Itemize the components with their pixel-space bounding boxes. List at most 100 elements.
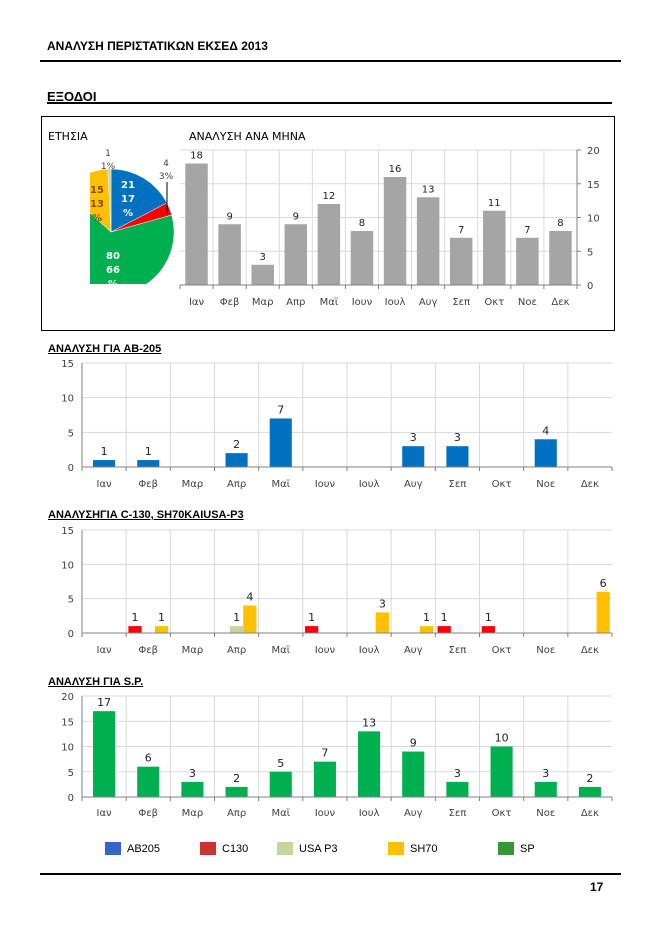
x-tick-label: Φεβ bbox=[138, 808, 158, 819]
monthly-chart-title: ΑΝΑΛΥΣΗ ΑΝΑ ΜΗΝΑ bbox=[189, 130, 306, 143]
x-tick-label: Ιουλ bbox=[359, 479, 380, 490]
bar-total bbox=[251, 264, 274, 285]
pie-slice-sp bbox=[90, 212, 175, 284]
x-tick-label: Ιουλ bbox=[359, 808, 380, 819]
x-tick-label: Οκτ bbox=[492, 808, 512, 819]
x-tick-label: Σεπ bbox=[449, 479, 467, 490]
legend-label: USA P3 bbox=[299, 842, 338, 855]
y-tick-label: 10 bbox=[61, 560, 74, 571]
data-label: 7 bbox=[458, 225, 464, 236]
x-tick-label: Ιουλ bbox=[385, 297, 406, 308]
y-tick-label: 15 bbox=[61, 526, 74, 537]
x-tick-label: Φεβ bbox=[220, 297, 240, 308]
data-label: 4 bbox=[542, 424, 549, 437]
x-tick-label: Μαρ bbox=[182, 808, 204, 819]
bar-total bbox=[93, 711, 116, 797]
data-label: 1 bbox=[101, 445, 108, 458]
data-label: 9 bbox=[293, 211, 299, 222]
x-tick-label: Ιουν bbox=[315, 479, 336, 490]
bar-total bbox=[93, 460, 116, 467]
data-label: 1 bbox=[158, 611, 165, 624]
bar-total bbox=[549, 231, 572, 285]
data-label: 3 bbox=[189, 767, 196, 780]
pie-slices bbox=[90, 168, 175, 284]
data-label: 2 bbox=[233, 438, 240, 451]
y-tick-label: 20 bbox=[587, 146, 600, 157]
document-header-title: ΑΝΑΛΥΣΗ ΠΕΡΙΣΤΑΤΙΚΩΝ ΕΚΣΕΔ 2013 bbox=[47, 39, 268, 53]
pie-label-sp: 66 bbox=[106, 265, 120, 276]
x-tick-label: Μαϊ bbox=[320, 297, 339, 308]
x-tick-label: Ιαν bbox=[97, 645, 113, 656]
pie-label-c130-value: 4 bbox=[163, 159, 169, 169]
x-tick-label: Αυγ bbox=[404, 645, 423, 656]
y-tick-label: 5 bbox=[68, 768, 74, 779]
bar-c130 bbox=[305, 626, 319, 633]
y-tick-label: 10 bbox=[61, 743, 74, 754]
pie-label-sh70: % bbox=[92, 213, 102, 224]
bar-total bbox=[534, 439, 557, 467]
y-tick-label: 15 bbox=[61, 359, 74, 370]
x-tick-label: Νοε bbox=[536, 808, 555, 819]
y-tick-label: 5 bbox=[68, 428, 74, 439]
header-divider bbox=[40, 60, 621, 62]
data-label: 3 bbox=[454, 767, 461, 780]
bar-total bbox=[383, 177, 407, 285]
x-tick-label: Αυγ bbox=[419, 297, 438, 308]
ab205-chart: 0 5 10 15 1 1 2 7 3 3 4 Ιαν Φεβ Μαρ Απρ Μαϊ Ιουν Ιουλ Αυγ Σ… bbox=[61, 359, 613, 490]
footer-divider bbox=[40, 873, 621, 875]
y-tick-label: 5 bbox=[587, 247, 593, 258]
bar-total bbox=[483, 210, 506, 285]
pie-label-ab205: 21 bbox=[121, 180, 135, 191]
y-tick-label: 15 bbox=[61, 717, 74, 728]
x-tick-label: Μαρ bbox=[182, 479, 204, 490]
data-label: 10 bbox=[495, 732, 509, 745]
bar-sh70 bbox=[596, 591, 610, 633]
y-tick-label: 5 bbox=[68, 595, 74, 606]
data-label: 7 bbox=[321, 747, 328, 760]
y-tick-label: 10 bbox=[587, 214, 600, 225]
pie-label-sp: % bbox=[108, 279, 118, 290]
pie-label-usa-p3-percent: 1% bbox=[101, 162, 116, 172]
legend-label: AB205 bbox=[127, 842, 161, 855]
data-label: 9 bbox=[226, 211, 232, 222]
data-label: 11 bbox=[488, 198, 501, 209]
y-tick-label: 10 bbox=[61, 394, 74, 405]
bar-total bbox=[269, 418, 292, 467]
bar-total bbox=[446, 781, 469, 797]
bar-sh70 bbox=[375, 612, 389, 633]
x-tick-label: Φεβ bbox=[138, 479, 158, 490]
x-tick-label: Σεπ bbox=[449, 808, 467, 819]
page-number: 17 bbox=[590, 880, 604, 894]
pie-label-ab205: % bbox=[123, 208, 133, 219]
data-label: 8 bbox=[359, 218, 365, 229]
bar-total bbox=[137, 766, 160, 797]
data-label: 16 bbox=[389, 164, 402, 175]
legend-swatch bbox=[498, 842, 514, 855]
summary-box bbox=[41, 116, 615, 331]
ab205-chart-title: ΑΝΑΛΥΣΗ ΓΙΑ ΑΒ-205 bbox=[48, 343, 162, 355]
bar-total bbox=[313, 761, 336, 797]
data-label: 17 bbox=[97, 696, 111, 709]
x-tick-label: Δεκ bbox=[551, 297, 569, 308]
data-label: 7 bbox=[277, 403, 284, 416]
x-tick-label: Οκτ bbox=[492, 645, 512, 656]
data-label: 6 bbox=[600, 577, 607, 590]
data-label: 3 bbox=[410, 431, 417, 444]
x-tick-label: Απρ bbox=[227, 479, 246, 490]
bar-total bbox=[402, 751, 425, 797]
sp-chart: 0 5 10 15 20 17 6 3 2 5 7 13 9 3 10 3 2 Ιαν Φεβ Μαρ Απρ Μαϊ Ιο… bbox=[61, 692, 613, 819]
x-tick-label: Ιουν bbox=[315, 808, 336, 819]
x-tick-label: Δεκ bbox=[581, 645, 599, 656]
y-tick-label: 0 bbox=[587, 281, 593, 292]
pie-label-sp: 80 bbox=[106, 251, 120, 262]
bar-total bbox=[218, 224, 241, 285]
x-tick-label: Απρ bbox=[286, 297, 305, 308]
section-title: ΕΞΟΔΟΙ bbox=[47, 89, 97, 104]
sp-chart-title: ΑΝΑΛΥΣΗ ΓΙΑ S.P. bbox=[48, 676, 144, 688]
x-tick-label: Απρ bbox=[227, 645, 246, 656]
legend-swatch bbox=[388, 842, 404, 855]
data-label: 6 bbox=[145, 752, 152, 765]
pie-title: ΕΤΗΣΙΑ bbox=[48, 130, 88, 143]
y-tick-label: 20 bbox=[61, 692, 74, 703]
legend-label: SP bbox=[520, 842, 535, 855]
